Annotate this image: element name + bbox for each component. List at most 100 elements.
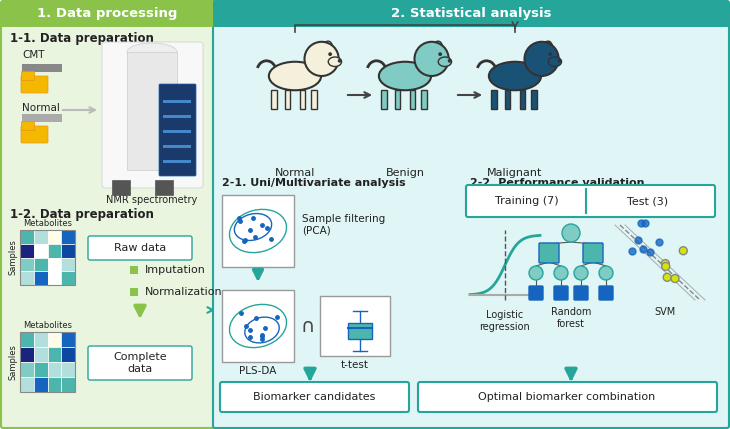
FancyBboxPatch shape bbox=[102, 42, 203, 188]
Bar bbox=[61, 332, 75, 347]
Text: Normalization: Normalization bbox=[145, 287, 223, 297]
Text: Normal: Normal bbox=[22, 103, 60, 113]
Bar bbox=[320, 296, 390, 356]
FancyBboxPatch shape bbox=[554, 286, 568, 300]
Bar bbox=[272, 90, 277, 109]
Bar bbox=[34, 244, 47, 257]
Bar bbox=[34, 362, 47, 377]
Bar bbox=[47, 347, 61, 362]
Text: Benign: Benign bbox=[385, 168, 425, 178]
Circle shape bbox=[438, 52, 442, 56]
Bar bbox=[348, 323, 372, 339]
Text: Random
forest: Random forest bbox=[551, 307, 591, 329]
Ellipse shape bbox=[489, 62, 541, 90]
Bar bbox=[163, 145, 191, 148]
Text: 1. Data processing: 1. Data processing bbox=[36, 7, 177, 21]
Bar bbox=[34, 271, 47, 285]
Bar bbox=[20, 347, 34, 362]
Bar bbox=[20, 257, 34, 271]
Bar bbox=[222, 195, 294, 267]
Circle shape bbox=[554, 266, 568, 280]
Bar bbox=[47, 332, 61, 347]
Text: Complete
data: Complete data bbox=[113, 352, 167, 374]
Text: Metabolites: Metabolites bbox=[23, 321, 72, 330]
FancyBboxPatch shape bbox=[21, 121, 34, 130]
Bar bbox=[520, 90, 526, 109]
FancyBboxPatch shape bbox=[574, 286, 588, 300]
Bar bbox=[311, 90, 317, 109]
Circle shape bbox=[558, 59, 561, 63]
Ellipse shape bbox=[328, 57, 342, 66]
FancyBboxPatch shape bbox=[21, 72, 34, 81]
Ellipse shape bbox=[320, 41, 332, 57]
Bar bbox=[20, 332, 34, 347]
FancyBboxPatch shape bbox=[21, 76, 48, 93]
Bar bbox=[20, 244, 34, 257]
Bar bbox=[163, 160, 191, 163]
Bar bbox=[47, 271, 61, 285]
FancyBboxPatch shape bbox=[583, 243, 603, 263]
Bar bbox=[34, 377, 47, 392]
Circle shape bbox=[680, 247, 687, 255]
Text: 1-2. Data preparation: 1-2. Data preparation bbox=[10, 208, 154, 221]
Text: Normal: Normal bbox=[274, 168, 315, 178]
Bar bbox=[20, 332, 75, 392]
Bar bbox=[22, 114, 62, 122]
Circle shape bbox=[662, 263, 669, 270]
FancyBboxPatch shape bbox=[539, 243, 559, 263]
Circle shape bbox=[338, 59, 342, 63]
Bar bbox=[61, 347, 75, 362]
Bar bbox=[222, 290, 294, 362]
Ellipse shape bbox=[127, 43, 177, 61]
Bar bbox=[20, 271, 34, 285]
Ellipse shape bbox=[430, 41, 442, 57]
FancyBboxPatch shape bbox=[88, 236, 192, 260]
Ellipse shape bbox=[540, 41, 553, 57]
Bar bbox=[20, 230, 75, 285]
Text: SVM: SVM bbox=[654, 307, 676, 317]
Bar bbox=[421, 90, 427, 109]
Text: t-test: t-test bbox=[341, 360, 369, 370]
Bar bbox=[300, 90, 305, 109]
Text: Sample filtering
(PCA): Sample filtering (PCA) bbox=[302, 214, 385, 236]
Text: Optimal biomarker combination: Optimal biomarker combination bbox=[478, 392, 656, 402]
Bar bbox=[531, 90, 537, 109]
Circle shape bbox=[524, 42, 558, 76]
Text: ∩: ∩ bbox=[301, 317, 315, 335]
Bar bbox=[47, 230, 61, 244]
FancyBboxPatch shape bbox=[1, 1, 214, 27]
Circle shape bbox=[599, 266, 613, 280]
Bar bbox=[285, 90, 291, 109]
Text: Samples: Samples bbox=[9, 344, 18, 380]
Bar bbox=[61, 362, 75, 377]
Text: Malignant: Malignant bbox=[488, 168, 542, 178]
Ellipse shape bbox=[379, 62, 431, 90]
Text: PLS-DA: PLS-DA bbox=[239, 366, 277, 376]
Text: 2-1. Uni/Multivariate analysis: 2-1. Uni/Multivariate analysis bbox=[222, 178, 406, 188]
Bar bbox=[61, 257, 75, 271]
Bar bbox=[491, 90, 497, 109]
Ellipse shape bbox=[269, 62, 321, 90]
FancyBboxPatch shape bbox=[213, 1, 729, 27]
Bar bbox=[163, 130, 191, 133]
FancyBboxPatch shape bbox=[220, 382, 409, 412]
FancyBboxPatch shape bbox=[599, 286, 613, 300]
Text: Samples: Samples bbox=[9, 239, 18, 275]
Bar bbox=[20, 377, 34, 392]
Bar bbox=[163, 100, 191, 103]
Bar bbox=[163, 115, 191, 118]
Bar bbox=[394, 90, 400, 109]
Bar bbox=[47, 257, 61, 271]
Text: CMT: CMT bbox=[22, 50, 45, 60]
Bar bbox=[20, 362, 34, 377]
Bar bbox=[61, 271, 75, 285]
Bar bbox=[61, 230, 75, 244]
Circle shape bbox=[548, 52, 552, 56]
Circle shape bbox=[663, 273, 671, 281]
Text: NMR spectrometry: NMR spectrometry bbox=[107, 195, 198, 205]
Bar bbox=[61, 244, 75, 257]
Circle shape bbox=[447, 59, 452, 63]
FancyBboxPatch shape bbox=[88, 346, 192, 380]
Bar bbox=[61, 377, 75, 392]
Bar bbox=[504, 90, 510, 109]
